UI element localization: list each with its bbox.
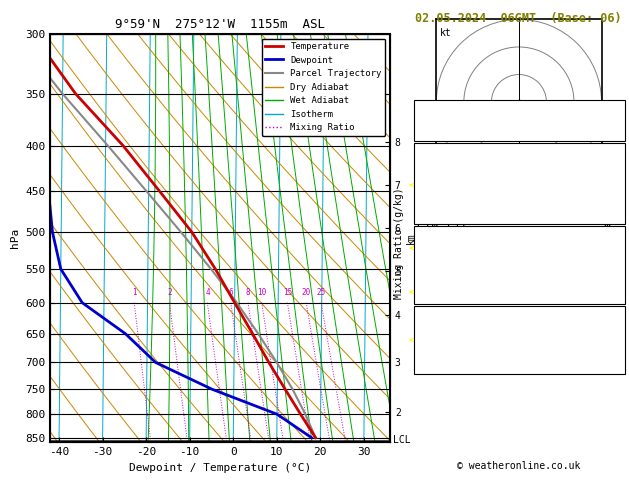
Text: 29: 29 (596, 104, 610, 118)
Text: StmDir: StmDir (417, 346, 460, 359)
Text: PW (cm): PW (cm) (417, 129, 467, 142)
Text: θₑ (K): θₑ (K) (417, 253, 460, 266)
Text: EH: EH (417, 321, 431, 334)
Title: 9°59'N  275°12'W  1155m  ASL: 9°59'N 275°12'W 1155m ASL (115, 18, 325, 32)
Text: CIN (J): CIN (J) (417, 220, 467, 233)
Text: Temp (°C): Temp (°C) (417, 159, 481, 173)
Text: -1: -1 (596, 321, 610, 334)
Text: 15: 15 (283, 288, 292, 297)
Text: © weatheronline.co.uk: © weatheronline.co.uk (457, 461, 581, 471)
Text: Surface: Surface (494, 148, 544, 161)
Text: 2: 2 (603, 358, 610, 371)
Text: 850: 850 (589, 241, 610, 254)
Legend: Temperature, Dewpoint, Parcel Trajectory, Dry Adiabat, Wet Adiabat, Isotherm, Mi: Temperature, Dewpoint, Parcel Trajectory… (262, 38, 386, 136)
Text: 345: 345 (589, 184, 610, 197)
Text: 02.05.2024  06GMT  (Base: 06): 02.05.2024 06GMT (Base: 06) (415, 12, 621, 25)
Text: <: < (408, 242, 418, 254)
Text: 2.83: 2.83 (582, 129, 610, 142)
Text: Pressure (mb): Pressure (mb) (417, 241, 509, 254)
Text: CAPE (J): CAPE (J) (417, 208, 474, 221)
Text: K: K (417, 104, 424, 118)
Text: 20: 20 (302, 288, 311, 297)
Text: 346: 346 (589, 253, 610, 266)
Text: 0: 0 (603, 278, 610, 291)
Text: SREH: SREH (417, 333, 445, 347)
X-axis label: Dewpoint / Temperature (°C): Dewpoint / Temperature (°C) (129, 463, 311, 473)
Text: Totals Totals: Totals Totals (417, 117, 509, 130)
Text: Hodograph: Hodograph (487, 310, 551, 323)
Text: 21°: 21° (589, 346, 610, 359)
Text: <: < (408, 285, 418, 298)
Text: StmSpd (kt): StmSpd (kt) (417, 358, 496, 371)
Text: CIN (J): CIN (J) (417, 290, 467, 303)
Text: -0: -0 (596, 333, 610, 347)
Text: 6: 6 (229, 288, 233, 297)
Text: Mixing Ratio (g/kg): Mixing Ratio (g/kg) (394, 187, 404, 299)
Text: 2: 2 (167, 288, 172, 297)
Text: <: < (408, 334, 418, 347)
Text: LCL: LCL (393, 435, 411, 445)
Text: 2: 2 (603, 196, 610, 209)
Text: 1: 1 (603, 265, 610, 278)
Text: 18.9: 18.9 (582, 159, 610, 173)
Text: Most Unstable: Most Unstable (472, 230, 565, 243)
Y-axis label: km
ASL: km ASL (406, 229, 428, 247)
Text: 18: 18 (596, 172, 610, 185)
Text: kt: kt (440, 28, 452, 38)
Text: Lifted Index: Lifted Index (417, 196, 503, 209)
Text: 8: 8 (246, 288, 250, 297)
Text: 0: 0 (603, 208, 610, 221)
Text: 0: 0 (603, 290, 610, 303)
Text: CAPE (J): CAPE (J) (417, 278, 474, 291)
Text: 40: 40 (596, 117, 610, 130)
Text: 25: 25 (317, 288, 326, 297)
Text: Dewp (°C): Dewp (°C) (417, 172, 481, 185)
Text: 4: 4 (205, 288, 210, 297)
Y-axis label: hPa: hPa (9, 228, 19, 248)
Text: 0: 0 (603, 220, 610, 233)
Text: 1: 1 (132, 288, 136, 297)
Text: <: < (408, 178, 418, 191)
Text: 10: 10 (257, 288, 267, 297)
Text: θₑ(K): θₑ(K) (417, 184, 453, 197)
Text: Lifted Index: Lifted Index (417, 265, 503, 278)
